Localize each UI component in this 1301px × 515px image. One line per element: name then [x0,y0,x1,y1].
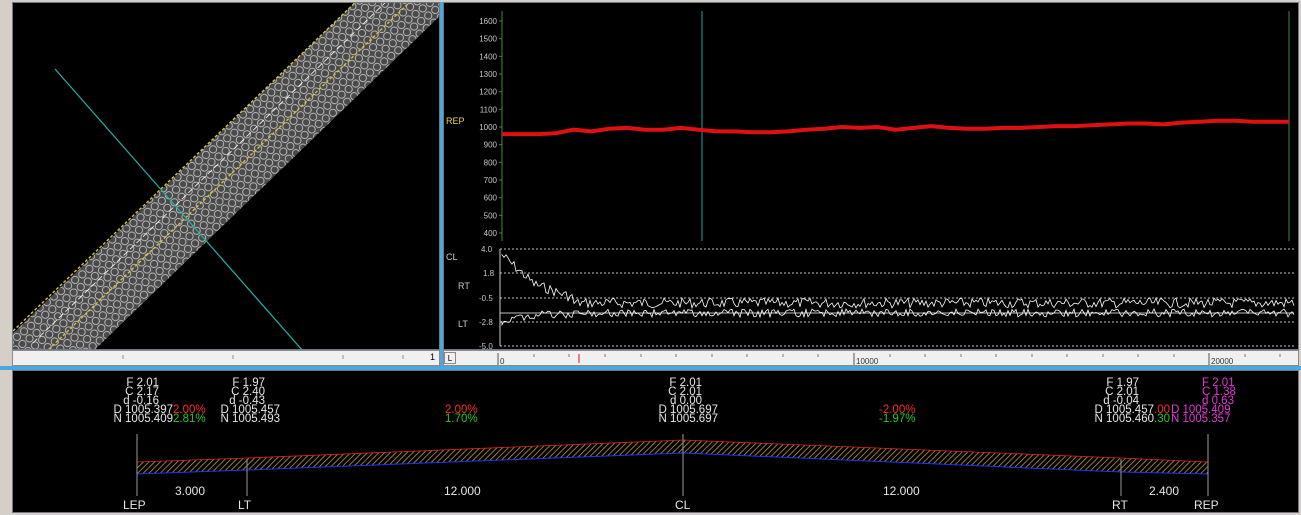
svg-text:D 1005.457: D 1005.457 [1095,404,1154,416]
svg-text:D 1005.397: D 1005.397 [114,404,173,416]
svg-text:N 1005.493: N 1005.493 [221,413,280,425]
elevation-tick-label: 600 [484,194,498,203]
horizontal-splitter[interactable] [0,366,1301,370]
point-readout-rep: F 2.01 C 1.38 d 0.63 D 1005.409 N 1005.3… [1171,377,1236,425]
svg-text:d -0.16: d -0.16 [123,395,159,407]
deviation-tick: 4.0 [481,245,493,254]
deviation-label-rt: RT [458,281,470,291]
slope-design-rep: .00 [1154,404,1170,416]
point-readout-cl: F 2.01 C 2.01 d 0.00 D 1005.697 N 1005.6… [659,377,718,425]
slope-actual-rep: .30 [1154,413,1170,425]
deviation-tick: -5.0 [479,342,493,350]
elevation-tick-label: 1200 [479,88,497,97]
profile-series-line [502,118,1289,137]
svg-text:N 1005.357: N 1005.357 [1171,413,1230,425]
plan-scrollbar-ticks [122,355,404,359]
width-lep-lt: 3.000 [175,484,205,498]
svg-text:C 2.01: C 2.01 [668,386,702,398]
profile-view[interactable]: 1600 1500 1400 1300 1200 1100 1000 900 800 700 600… [443,2,1299,350]
deviation-tick: -2.8 [479,318,493,327]
elevation-axis: 1600 1500 1400 1300 1200 1100 1000 900 800 700 600… [479,17,502,238]
plan-canvas [13,3,439,349]
slope-design-right: -2.00% [879,404,915,416]
svg-text:D 1005.409: D 1005.409 [1171,404,1230,416]
station-tick: 10000 [856,357,879,366]
elevation-tick-label: 900 [484,141,498,150]
point-label-rep: REP [1194,498,1219,512]
deviation-chart [499,248,1295,347]
elevation-tick-label: 500 [484,211,498,220]
svg-text:d 0.00: d 0.00 [670,395,702,407]
svg-text:D 1005.697: D 1005.697 [659,404,718,416]
elevation-tick-label: 1500 [479,35,497,44]
road-corridor [13,3,439,349]
plan-scrollbar[interactable]: 1 [12,350,440,366]
slope-actual-left: 1.70% [445,413,478,425]
width-cl-rt: 12.000 [883,484,920,498]
svg-text:F 2.01: F 2.01 [1202,377,1235,389]
elevation-tick-label: 400 [484,229,498,238]
deviation-tick: -0.5 [479,294,493,303]
svg-text:D 1005.457: D 1005.457 [221,404,280,416]
plan-scroll-label: 1 [429,352,435,362]
elevation-tick-label: 1100 [480,105,498,114]
plan-view[interactable] [12,2,440,350]
elevation-tick-label: 700 [484,176,498,185]
svg-text:F 1.97: F 1.97 [1106,377,1139,389]
svg-text:C 2.01: C 2.01 [1105,386,1139,398]
station-tick: 20000 [1211,357,1234,366]
width-rt-rep: 2.400 [1149,484,1179,498]
station-tick: 0 [500,357,505,366]
svg-text:C 1.38: C 1.38 [1202,386,1236,398]
svg-text:d -0.43: d -0.43 [229,395,265,407]
point-markers [136,434,1209,496]
width-lt-cl: 12.000 [444,484,481,498]
station-axis: 0 10000 20000 [497,353,1281,366]
deviation-tick: 1.8 [483,269,495,278]
slope-actual-right: -1.97% [879,413,915,425]
elevation-tick-label: 1000 [479,123,497,132]
left-gutter [0,0,12,515]
svg-text:N 1005.409: N 1005.409 [114,413,173,425]
scroll-left-button[interactable]: L [444,352,456,364]
deviation-trace-upper [501,253,1295,310]
svg-text:C 2.17: C 2.17 [125,386,159,398]
elevation-tick-label: 800 [484,158,498,167]
svg-text:F 2.01: F 2.01 [126,377,159,389]
elevation-tick-label: 1300 [479,70,497,79]
point-label-lep: LEP [123,498,146,512]
deviation-trace-lower [501,307,1295,327]
point-label-lt: LT [238,498,252,512]
profile-station-bar[interactable]: L 0 10000 20000 [443,350,1299,366]
pavement-section [136,439,1209,475]
slope-design-left: 2.00% [445,404,478,416]
vertical-splitter[interactable] [440,2,443,366]
point-readout-rt: F 1.97 C 2.01 d -0.04 D 1005.457 N 1005.… [1095,377,1154,425]
svg-text:N 1005.460: N 1005.460 [1095,413,1154,425]
deviation-label-cl: CL [446,252,458,262]
elevation-axis-label: REP [446,116,465,126]
cross-section-canvas: F 2.01 C 2.17 d -0.16 D 1005.397 N 1005.… [114,377,1236,512]
svg-text:F 2.01: F 2.01 [669,377,702,389]
slope-actual-lep: 2.81% [173,413,206,425]
svg-text:d -0.04: d -0.04 [1103,395,1139,407]
cross-section-view[interactable]: F 2.01 C 2.17 d -0.16 D 1005.397 N 1005.… [12,370,1299,513]
point-readout-lep: F 2.01 C 2.17 d -0.16 D 1005.397 N 1005.… [114,377,173,425]
profile-chart: 1600 1500 1400 1300 1200 1100 1000 900 800 700 600… [446,11,1295,350]
elevation-tick-label: 1400 [479,52,497,61]
elevation-tick-label: 1600 [479,17,497,26]
deviation-label-lt: LT [458,319,468,329]
section-cursor-line [54,68,303,349]
slope-design-lep: 2.00% [173,404,206,416]
svg-text:F 1.97: F 1.97 [232,377,265,389]
svg-text:C 2.40: C 2.40 [231,386,265,398]
scroll-left-button-label: L [447,354,453,363]
svg-text:N 1005.697: N 1005.697 [659,413,718,425]
point-readout-lt: F 1.97 C 2.40 d -0.43 D 1005.457 N 1005.… [221,377,280,425]
point-label-cl: CL [675,498,691,512]
svg-text:d 0.63: d 0.63 [1202,395,1234,407]
point-label-rt: RT [1112,498,1128,512]
